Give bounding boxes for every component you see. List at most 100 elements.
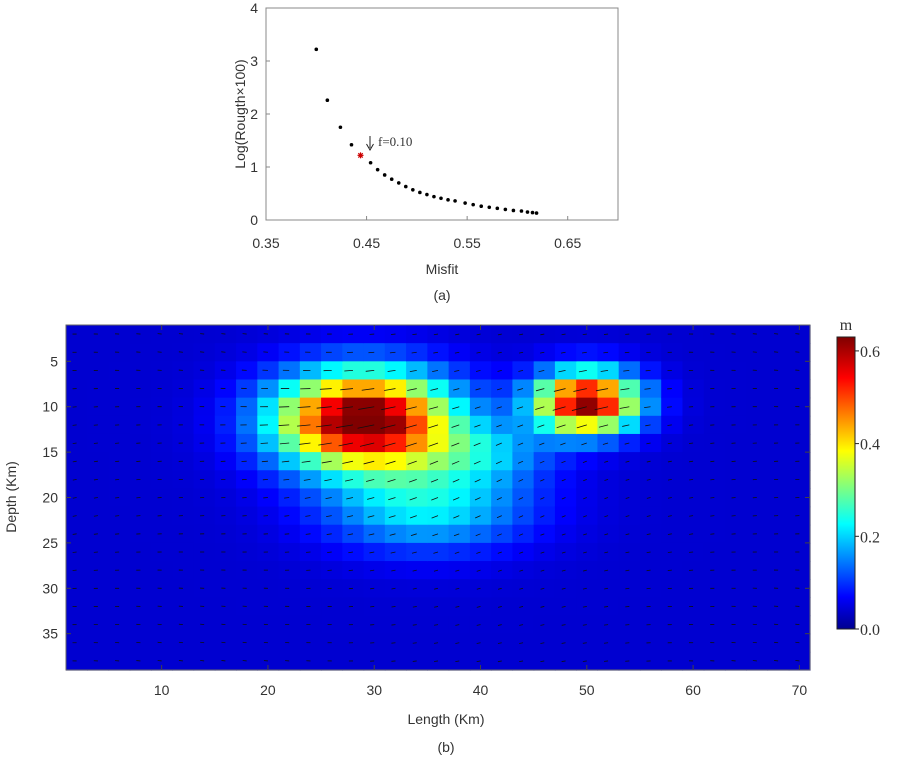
slip-cell: [299, 615, 322, 635]
slip-vector: [540, 478, 545, 482]
chart-a-ytick-label: 1: [250, 159, 258, 175]
slip-cell: [597, 542, 620, 562]
slip-vector: [455, 624, 460, 626]
slip-vector: [582, 624, 587, 626]
slip-cell: [724, 597, 747, 617]
slip-cell: [172, 343, 195, 362]
slip-cell: [172, 397, 195, 417]
slip-cell: [512, 343, 535, 362]
chart-a-point-15: [446, 198, 450, 202]
slip-cell: [151, 452, 173, 471]
slip-vector: [519, 606, 524, 608]
slip-cell: [448, 506, 471, 526]
slip-cell: [257, 488, 280, 508]
slip-cell: [384, 325, 407, 344]
slip-vector: [646, 533, 651, 535]
slip-cell: [151, 633, 173, 653]
slip-vector: [475, 515, 481, 519]
slip-vector: [327, 551, 332, 553]
slip-cell: [618, 615, 641, 635]
slip-cell: [788, 488, 811, 508]
slip-vector: [431, 497, 439, 501]
slip-cell: [363, 524, 386, 544]
slip-cell: [661, 325, 684, 344]
slip-cell: [746, 415, 769, 435]
slip-cell: [193, 452, 216, 471]
slip-vector: [384, 388, 396, 391]
chart-a-point-2: [338, 125, 343, 130]
slip-vector: [560, 351, 566, 354]
slip-cell: [87, 579, 110, 598]
slip-cell: [172, 542, 195, 562]
slip-cell: [788, 579, 811, 598]
slip-cell: [299, 343, 322, 362]
slip-cell: [384, 488, 407, 508]
slip-cell: [129, 343, 152, 362]
slip-cell: [214, 325, 237, 344]
slip-cell: [533, 325, 556, 344]
slip-cell: [597, 633, 620, 653]
slip-vector: [625, 478, 630, 481]
slip-cell: [66, 379, 88, 399]
slip-cell: [767, 433, 790, 453]
chart-b-ytick-label: 30: [42, 580, 58, 596]
chart-b-ytick-label: 5: [50, 353, 58, 369]
slip-vector: [539, 460, 545, 464]
slip-cell: [469, 433, 492, 453]
slip-vector: [428, 442, 439, 447]
slip-cell: [299, 651, 322, 671]
slip-cell: [278, 415, 301, 435]
slip-cell: [66, 633, 88, 653]
slip-vector: [389, 533, 396, 536]
slip-cell: [491, 488, 513, 508]
slip-vector: [517, 442, 524, 446]
slip-cell: [342, 452, 365, 471]
slip-cell: [66, 343, 88, 362]
slip-cell: [554, 379, 577, 399]
slip-vector: [578, 370, 587, 373]
slip-cell: [278, 542, 301, 562]
slip-cell: [151, 524, 173, 544]
slip-cell: [554, 542, 577, 562]
slip-vector: [710, 497, 715, 499]
slip-cell: [299, 325, 322, 344]
slip-cell: [384, 452, 407, 471]
slip-cell: [193, 561, 216, 580]
slip-cell: [746, 579, 769, 598]
slip-cell: [384, 579, 407, 598]
slip-cell: [66, 542, 88, 562]
slip-cell: [554, 579, 577, 598]
slip-cell: [618, 361, 641, 381]
slip-cell: [724, 488, 747, 508]
slip-cell: [321, 524, 343, 544]
slip-cell: [682, 651, 705, 671]
slip-vector: [382, 442, 396, 448]
slip-cell: [533, 542, 556, 562]
slip-cell: [703, 561, 726, 580]
slip-cell: [491, 325, 513, 344]
slip-vector: [454, 551, 460, 554]
slip-cell: [87, 597, 110, 617]
slip-vector: [411, 551, 417, 554]
slip-cell: [66, 361, 88, 381]
slip-vector: [667, 460, 672, 463]
slip-cell: [427, 361, 450, 381]
slip-cell: [278, 361, 301, 381]
slip-cell: [533, 415, 556, 435]
slip-cell: [491, 452, 513, 471]
slip-cell: [214, 524, 237, 544]
slip-vector: [301, 460, 311, 463]
chart-a-xtick-label: 0.45: [353, 235, 380, 251]
chart-a-ylabel: Log(Rougth×100): [232, 59, 248, 168]
slip-cell: [661, 561, 684, 580]
slip-cell: [576, 579, 599, 598]
slip-cell: [788, 452, 811, 471]
slip-cell: [597, 524, 620, 544]
slip-cell: [363, 633, 386, 653]
slip-cell: [746, 506, 769, 526]
slip-cell: [151, 651, 173, 671]
slip-cell: [746, 542, 769, 562]
slip-vector: [689, 442, 694, 444]
slip-vector: [689, 460, 694, 463]
slip-vector: [540, 642, 545, 644]
